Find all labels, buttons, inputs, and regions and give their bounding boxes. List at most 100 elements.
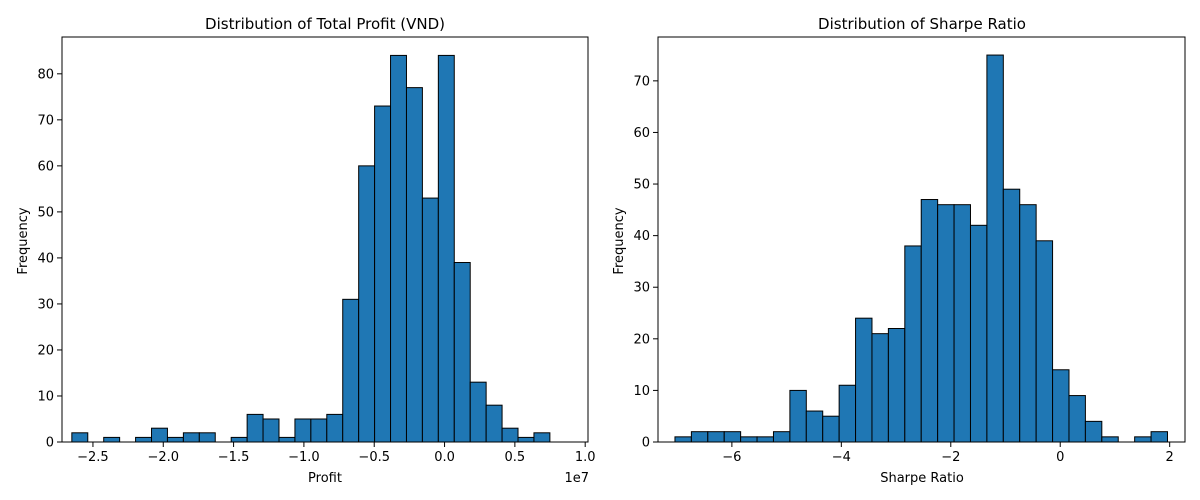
histogram-bar bbox=[374, 105, 392, 443]
x-tick-label: −1.5 bbox=[218, 450, 250, 465]
histogram-bar bbox=[246, 413, 264, 443]
histogram-bar bbox=[294, 418, 312, 443]
histogram-bar bbox=[1002, 188, 1021, 443]
histogram-bar bbox=[358, 165, 376, 443]
profit-histogram: Distribution of Total Profit (VND) Profi… bbox=[16, 15, 596, 486]
bars bbox=[674, 54, 1168, 443]
histogram-bar bbox=[1150, 431, 1168, 443]
histogram-bar bbox=[969, 224, 988, 443]
x-tick-label: −4 bbox=[832, 450, 851, 465]
axes-frame bbox=[61, 36, 589, 443]
histogram-bar bbox=[1052, 369, 1070, 443]
histogram-bar bbox=[262, 418, 280, 443]
histogram-bar bbox=[182, 432, 200, 443]
histogram-bar bbox=[342, 298, 360, 443]
x-tick-label: −0.5 bbox=[358, 450, 390, 465]
y-tick-label: 60 bbox=[633, 126, 650, 141]
y-tick-label: 80 bbox=[37, 67, 54, 82]
histogram-bar bbox=[986, 54, 1004, 443]
histogram-bar bbox=[135, 436, 153, 443]
y-tick-label: 60 bbox=[37, 159, 54, 174]
histogram-bar bbox=[151, 427, 168, 443]
histogram-bar bbox=[198, 432, 216, 443]
histogram-bar bbox=[805, 410, 824, 443]
y-ticks: 0 10 20 30 40 50 60 70 bbox=[633, 74, 658, 451]
histogram-bar bbox=[723, 431, 742, 443]
histogram-bar bbox=[1035, 240, 1054, 443]
y-tick-label: 10 bbox=[633, 384, 650, 399]
histogram-bar bbox=[772, 431, 791, 443]
histogram-bar bbox=[166, 436, 184, 443]
histogram-bar bbox=[1101, 436, 1119, 443]
histogram-bar bbox=[1084, 420, 1103, 443]
x-tick-label: 1.0 bbox=[575, 450, 596, 465]
histogram-bar bbox=[453, 262, 471, 443]
histogram-bar bbox=[887, 328, 906, 443]
x-tick-label: 0.0 bbox=[434, 450, 455, 465]
y-tick-label: 40 bbox=[37, 251, 54, 266]
histogram-bar bbox=[920, 199, 939, 443]
histogram-bar bbox=[674, 436, 692, 443]
y-tick-label: 30 bbox=[37, 297, 54, 312]
x-axis-label: Sharpe Ratio bbox=[880, 471, 964, 486]
histogram-bar bbox=[103, 436, 121, 443]
histogram-bar bbox=[405, 87, 423, 443]
histogram-bar bbox=[1068, 395, 1086, 443]
x-tick-label: 0.5 bbox=[505, 450, 526, 465]
y-tick-label: 20 bbox=[37, 343, 54, 358]
y-tick-label: 50 bbox=[37, 205, 54, 220]
histogram-bar bbox=[390, 54, 407, 443]
x-tick-label: −2.5 bbox=[77, 450, 109, 465]
y-ticks: 0 10 20 30 40 50 60 70 80 bbox=[37, 67, 62, 451]
histogram-bar bbox=[469, 381, 487, 443]
histogram-bar bbox=[71, 432, 89, 443]
histogram-bar bbox=[838, 384, 857, 443]
histogram-bar bbox=[501, 427, 519, 443]
histogram-bar bbox=[789, 389, 807, 443]
chart-title: Distribution of Total Profit (VND) bbox=[205, 15, 445, 33]
histogram-bar bbox=[1134, 436, 1152, 443]
y-axis-label: Frequency bbox=[16, 207, 31, 274]
histogram-bar bbox=[855, 317, 873, 443]
y-tick-label: 30 bbox=[633, 281, 650, 296]
histogram-bar bbox=[485, 404, 503, 443]
x-tick-label: 2 bbox=[1166, 450, 1174, 465]
y-tick-label: 0 bbox=[642, 436, 650, 451]
histogram-bar bbox=[904, 245, 922, 443]
histogram-bar bbox=[326, 413, 344, 443]
y-tick-label: 70 bbox=[37, 113, 54, 128]
histogram-bar bbox=[822, 415, 840, 443]
x-tick-label: −2 bbox=[941, 450, 960, 465]
histogram-bar bbox=[1019, 204, 1037, 443]
histogram-bar bbox=[953, 204, 971, 443]
chart-title: Distribution of Sharpe Ratio bbox=[818, 15, 1026, 33]
x-ticks: −6 −4 −2 0 2 bbox=[722, 442, 1174, 465]
y-tick-label: 10 bbox=[37, 389, 54, 404]
x-tick-label: 0 bbox=[1056, 450, 1064, 465]
histogram-bar bbox=[437, 54, 455, 443]
bars bbox=[71, 54, 551, 443]
x-axis-offset-label: 1e7 bbox=[564, 471, 589, 486]
y-tick-label: 20 bbox=[633, 332, 650, 347]
y-tick-label: 50 bbox=[633, 178, 650, 193]
y-axis-label: Frequency bbox=[612, 207, 627, 274]
histogram-bar bbox=[517, 436, 535, 443]
histogram-bar bbox=[871, 333, 889, 443]
histogram-bar bbox=[740, 436, 758, 443]
x-tick-label: −2.0 bbox=[147, 450, 179, 465]
x-tick-label: −6 bbox=[722, 450, 741, 465]
histogram-bar bbox=[756, 436, 774, 443]
x-tick-label: −1.0 bbox=[288, 450, 320, 465]
y-tick-label: 70 bbox=[633, 74, 650, 89]
histogram-bar bbox=[533, 432, 551, 443]
histogram-bar bbox=[421, 197, 439, 443]
histogram-bar bbox=[278, 436, 296, 443]
histogram-bar bbox=[690, 431, 709, 443]
axes-frame bbox=[657, 36, 1186, 443]
x-ticks: −2.5 −2.0 −1.5 −1.0 −0.5 0.0 0.5 1.0 bbox=[77, 442, 596, 465]
x-axis-label: Profit bbox=[308, 471, 342, 486]
sharpe-ratio-histogram: Distribution of Sharpe Ratio Sharpe Rati… bbox=[612, 15, 1186, 486]
histogram-bar bbox=[310, 418, 328, 443]
histogram-bar bbox=[230, 436, 248, 443]
